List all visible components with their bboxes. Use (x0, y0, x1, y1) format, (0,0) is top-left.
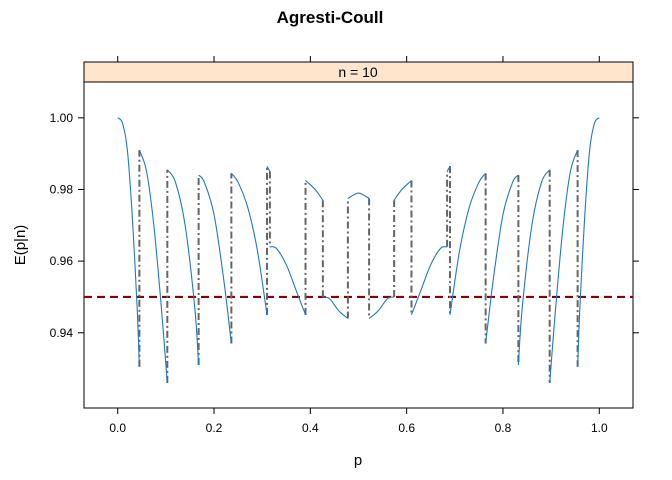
coverage-segment-9 (347, 192, 370, 199)
coverage-segment-15 (485, 174, 519, 344)
y-tick-label-2: 0.98 (50, 182, 74, 196)
x-tick-label-4: 0.8 (495, 421, 512, 435)
x-axis: 0.0 0.2 0.4 0.6 0.8 1.0 (109, 408, 608, 435)
x-axis-label: p (354, 452, 362, 469)
y-tick-label-3: 1.00 (50, 111, 74, 125)
plot-area (83, 81, 634, 409)
y-tick-label-1: 0.96 (50, 254, 74, 268)
top-ticks (117, 56, 600, 62)
coverage-segment-13 (446, 165, 451, 172)
panel-label: n = 10 (338, 64, 378, 80)
y-axis: 0.94 0.96 0.98 1.00 (50, 111, 639, 340)
x-tick-label-1: 0.2 (206, 421, 223, 435)
y-tick-label-0: 0.94 (50, 326, 74, 340)
coverage-segment-18 (577, 117, 600, 367)
coverage-segment-12 (410, 246, 448, 316)
coverage-curve-layer (117, 117, 600, 383)
coverage-segment-2 (166, 169, 200, 366)
jump-lines-layer (138, 150, 579, 383)
coverage-segment-4 (230, 172, 268, 315)
x-tick-label-2: 0.4 (302, 421, 319, 435)
coverage-segment-10 (368, 296, 395, 319)
chart-title: Agresti-Coull (277, 8, 384, 27)
coverage-segment-14 (449, 172, 487, 315)
y-axis-label: E(p|n) (12, 225, 29, 266)
coverage-segment-16 (517, 169, 551, 366)
coverage-segment-7 (305, 180, 324, 201)
x-tick-label-3: 0.6 (398, 421, 415, 435)
coverage-segment-8 (322, 296, 349, 319)
coverage-segment-3 (198, 174, 232, 344)
coverage-segment-6 (269, 246, 307, 316)
coverage-segment-1 (138, 149, 168, 383)
x-tick-label-0: 0.0 (109, 421, 126, 435)
coverage-segment-0 (117, 117, 140, 367)
coverage-segment-11 (393, 180, 412, 201)
coverage-segment-5 (266, 165, 271, 172)
x-tick-label-5: 1.0 (591, 421, 608, 435)
coverage-segment-17 (549, 149, 579, 383)
